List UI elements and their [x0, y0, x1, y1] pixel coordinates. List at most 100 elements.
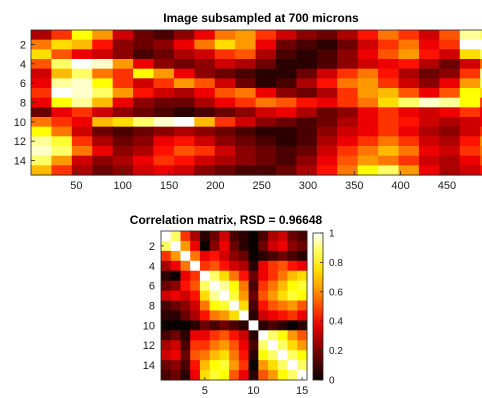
correlation-cell: [268, 320, 279, 331]
correlation-cell: [161, 231, 172, 242]
image-cell: [459, 155, 481, 166]
subsampled-image-title: Image subsampled at 700 microns: [163, 11, 359, 25]
correlation-cell: [199, 290, 211, 302]
image-cell: [337, 146, 359, 157]
image-cell: [194, 49, 216, 60]
correlation-cell: [297, 280, 308, 292]
correlation-cell: [248, 330, 259, 341]
image-cell: [133, 107, 155, 118]
image-cell: [133, 136, 155, 147]
image-cell: [214, 88, 236, 99]
correlation-cell: [209, 320, 220, 331]
image-cell: [194, 117, 216, 128]
colorbar-gradient: [312, 232, 324, 381]
image-cell: [357, 59, 379, 70]
image-cell: [296, 165, 318, 176]
image-cell: [418, 78, 440, 89]
image-cell: [112, 68, 134, 79]
correlation-cell: [229, 240, 240, 252]
correlation-cell: [170, 320, 181, 331]
correlation-cell: [190, 260, 201, 272]
x-tick-label: 150: [160, 180, 178, 192]
image-cell: [296, 30, 318, 41]
correlation-cell: [287, 330, 298, 341]
image-cell: [480, 78, 482, 89]
image-cell: [480, 117, 482, 128]
image-cell: [51, 155, 73, 166]
correlation-cell: [297, 340, 308, 351]
image-cell: [276, 78, 298, 89]
correlation-cell: [277, 240, 289, 252]
image-cell: [214, 30, 236, 41]
image-cell: [459, 78, 481, 89]
image-cell: [51, 49, 73, 60]
y-tick-label: 10: [143, 320, 155, 332]
image-cell: [357, 30, 379, 41]
image-cell: [173, 30, 195, 41]
correlation-cell: [258, 350, 269, 361]
correlation-cell: [209, 290, 220, 302]
correlation-cell: [277, 310, 289, 321]
correlation-cell: [199, 340, 211, 351]
correlation-cell: [209, 340, 220, 351]
correlation-cell: [170, 310, 181, 321]
y-tick-label: 6: [149, 281, 155, 293]
x-tick-label: 10: [247, 385, 259, 397]
y-tick-label: 6: [20, 78, 26, 90]
image-cell: [214, 39, 236, 50]
image-cell: [337, 136, 359, 147]
image-cell: [92, 165, 114, 176]
image-cell: [214, 126, 236, 137]
image-cell: [357, 165, 379, 176]
image-cell: [71, 88, 93, 99]
correlation-cell: [161, 370, 172, 381]
image-cell: [71, 30, 93, 41]
correlation-cell: [277, 260, 289, 272]
image-cell: [296, 136, 318, 147]
correlation-cell: [248, 360, 259, 371]
image-cell: [31, 126, 53, 137]
image-cell: [439, 146, 461, 157]
image-cell: [31, 30, 53, 41]
y-tick-label: 14: [143, 360, 155, 372]
image-cell: [194, 30, 216, 41]
image-cell: [316, 155, 338, 166]
image-cell: [439, 126, 461, 137]
image-cell: [214, 68, 236, 79]
correlation-cell: [161, 330, 172, 341]
image-cell: [31, 146, 53, 157]
correlation-cell: [199, 231, 211, 242]
correlation-cell: [219, 240, 230, 252]
image-cell: [480, 136, 482, 147]
y-tick-label: 8: [20, 98, 26, 110]
image-cell: [459, 68, 481, 79]
correlation-cell: [199, 330, 211, 341]
image-cell: [378, 146, 400, 157]
subsampled-image-x-ticks: 50100150200250300350400450500: [70, 171, 456, 192]
image-cell: [194, 155, 216, 166]
correlation-cell: [258, 250, 269, 262]
correlation-cell: [287, 240, 298, 252]
correlation-cell: [190, 370, 201, 381]
correlation-cell: [170, 270, 181, 282]
correlation-cell: [170, 240, 181, 252]
correlation-cell: [199, 320, 211, 331]
image-cell: [439, 155, 461, 166]
image-cell: [235, 78, 257, 89]
correlation-cell: [170, 350, 181, 361]
image-cell: [480, 68, 482, 79]
image-cell: [276, 68, 298, 79]
correlation-cell: [297, 240, 308, 252]
image-cell: [31, 39, 53, 50]
correlation-cell: [170, 370, 181, 381]
correlation-cell: [287, 300, 298, 311]
image-cell: [173, 39, 195, 50]
subsampled-image-cells: [31, 30, 482, 176]
image-cell: [459, 165, 481, 176]
correlation-cell: [229, 320, 240, 331]
image-cell: [316, 78, 338, 89]
image-cell: [153, 68, 175, 79]
image-cell: [439, 39, 461, 50]
image-cell: [194, 68, 216, 79]
image-cell: [71, 78, 93, 89]
